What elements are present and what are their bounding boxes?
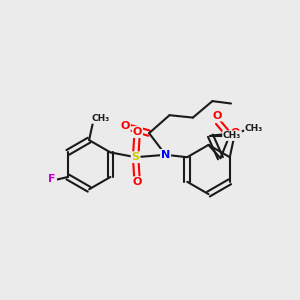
Text: O: O — [120, 121, 130, 131]
Text: O: O — [133, 127, 142, 137]
Text: O: O — [213, 111, 222, 121]
Text: S: S — [132, 152, 140, 162]
Text: F: F — [48, 174, 56, 184]
Text: O: O — [133, 177, 142, 188]
Text: O: O — [230, 128, 240, 138]
Text: N: N — [161, 150, 170, 160]
Text: CH₃: CH₃ — [245, 124, 263, 133]
Text: CH₃: CH₃ — [92, 114, 110, 123]
Text: CH₃: CH₃ — [223, 131, 241, 140]
